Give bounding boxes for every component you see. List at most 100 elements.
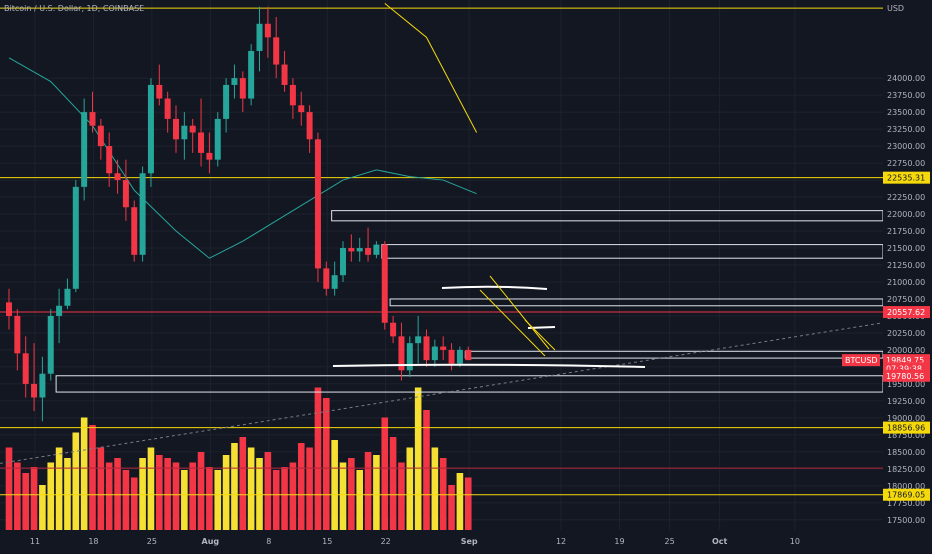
- volume-bar-13: [114, 458, 121, 530]
- candle-body-22: [189, 125, 196, 133]
- price-tick-label: 18250.00: [887, 465, 925, 474]
- price-badge-label: 07:39:38: [886, 364, 922, 373]
- volume-bar-43: [364, 452, 372, 530]
- level-badge-bg-4: [883, 488, 930, 501]
- candle-body-5: [47, 315, 54, 374]
- candle-body-41: [348, 248, 355, 252]
- price-tick-label: 20000.00: [887, 346, 925, 355]
- candle-body-8: [72, 186, 79, 289]
- wedge-lower-line: [479, 289, 546, 357]
- volume-bar-38: [323, 398, 330, 530]
- candle-body-14: [122, 180, 129, 208]
- price-tick-label: 19000.00: [887, 414, 925, 423]
- price-tick-label: 18000.00: [887, 482, 925, 491]
- price-tick-label: 22000.00: [887, 210, 925, 219]
- volume-bar-54: [456, 473, 464, 530]
- horizontal-levels[interactable]: [0, 7, 883, 496]
- candle-body-4: [39, 373, 46, 398]
- candle-body-36: [306, 112, 313, 140]
- volume-bar-42: [356, 470, 363, 530]
- volume-bar-51: [431, 447, 439, 530]
- volume-bar-40: [339, 462, 347, 530]
- volume-bar-17: [147, 447, 155, 530]
- time-tick-label: 15: [322, 537, 332, 546]
- candle-body-50: [423, 336, 430, 361]
- volume-bar-19: [164, 458, 171, 530]
- volume-bar-25: [214, 470, 222, 530]
- volume-bar-35: [297, 443, 305, 530]
- price-tick-label: 20250.00: [887, 329, 925, 338]
- volume-bar-33: [281, 467, 288, 530]
- price-badge-label: 19780.56: [886, 372, 924, 381]
- drawn-support-curve: [332, 363, 646, 368]
- time-tick-label: 18: [88, 537, 98, 546]
- price-tick-label: 21250.00: [887, 261, 925, 270]
- candle-body-7: [64, 288, 71, 306]
- volume-bar-50: [423, 410, 430, 530]
- price-axis[interactable]: 17500.00 17750.00 18000.00 18250.00 18500.00…: [842, 0, 932, 550]
- volume-bar-2: [22, 473, 29, 530]
- volume-bar-0: [5, 447, 13, 530]
- volume-bar-10: [89, 425, 96, 530]
- volume-bar-21: [181, 470, 188, 530]
- volume-bar-18: [156, 455, 163, 530]
- volume-bar-15: [130, 477, 138, 530]
- volume-bar-16: [139, 458, 146, 530]
- candle-body-12: [106, 146, 113, 174]
- price-tick-label: 21000.00: [887, 278, 925, 287]
- volume-bar-55: [464, 477, 472, 530]
- price-axis-background: [883, 0, 932, 550]
- candle-body-43: [365, 248, 372, 255]
- price-tick-label: 23000.00: [887, 142, 925, 151]
- price-badge-label: 19849.75: [886, 356, 924, 365]
- candle-body-46: [390, 322, 397, 337]
- wedge-upper-line: [489, 275, 550, 350]
- trendline-dashed: [0, 322, 884, 464]
- price-tick-label: 23250.00: [887, 125, 925, 134]
- volume-bar-53: [448, 485, 455, 530]
- candle-body-47: [398, 336, 405, 371]
- volume-bar-29: [247, 447, 255, 530]
- volume-bar-4: [39, 485, 46, 530]
- price-tick-label: 22750.00: [887, 159, 925, 168]
- level-badge-bg-1: [883, 171, 930, 184]
- price-tick-label: 17500.00: [887, 516, 925, 525]
- candle-body-26: [223, 84, 230, 119]
- volume-bar-36: [306, 447, 313, 530]
- volume-bars: [5, 387, 472, 530]
- time-axis[interactable]: 11 18 25 Aug 8 15 22 Sep 12 19 25 Oct 10: [0, 532, 883, 550]
- candle-body-23: [198, 132, 205, 153]
- volume-bar-23: [197, 452, 205, 530]
- level-badge-label: USD: [887, 4, 904, 13]
- volume-bar-39: [331, 440, 338, 530]
- candle-body-55: [465, 349, 472, 361]
- candle-body-40: [340, 248, 346, 276]
- volume-bar-37: [314, 387, 322, 530]
- candle-body-52: [440, 346, 447, 350]
- volume-bar-45: [381, 417, 389, 530]
- volume-bar-49: [414, 387, 422, 530]
- price-tick-label: 19500.00: [887, 380, 925, 389]
- volume-bar-26: [222, 455, 230, 530]
- time-tick-label: 19: [614, 537, 624, 546]
- price-tick-label: 18500.00: [887, 448, 925, 457]
- time-tick-label: Aug: [202, 537, 220, 546]
- volume-bar-32: [272, 470, 280, 530]
- user-drawings[interactable]: [0, 275, 884, 464]
- candle-body-16: [139, 173, 146, 255]
- time-tick-label: 11: [30, 537, 40, 546]
- level-badge-label: 18856.96: [887, 424, 925, 433]
- price-tick-label: 22250.00: [887, 193, 925, 202]
- volume-bar-20: [172, 462, 180, 530]
- level-badge-bg-3: [883, 421, 930, 434]
- drawn-resistance-curve: [441, 285, 548, 290]
- candle-body-34: [289, 84, 296, 106]
- candle-body-54: [456, 349, 463, 364]
- candle-body-0: [6, 302, 12, 316]
- price-tick-label: 19250.00: [887, 397, 925, 406]
- candle-body-32: [273, 37, 280, 65]
- volume-bar-52: [439, 458, 447, 530]
- candle-body-27: [231, 78, 238, 85]
